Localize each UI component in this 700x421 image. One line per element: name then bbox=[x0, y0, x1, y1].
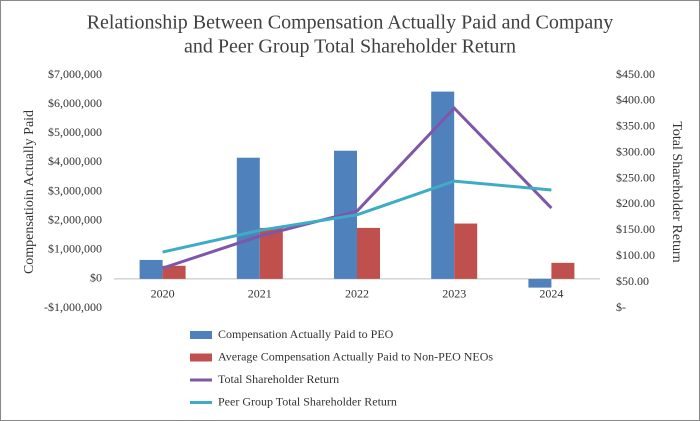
y2-tick-label: $250.00 bbox=[616, 170, 655, 184]
x-tick-label: 2024 bbox=[539, 287, 563, 301]
y2-tick-label: $- bbox=[616, 300, 626, 314]
y-tick-label: $4,000,000 bbox=[48, 154, 102, 168]
bar bbox=[551, 262, 575, 279]
x-tick-label: 2021 bbox=[248, 287, 272, 301]
y-tick-label: $1,000,000 bbox=[48, 242, 102, 256]
y2-tick-label: $450.00 bbox=[616, 67, 655, 81]
y2-tick-label: $50.00 bbox=[616, 274, 649, 288]
x-tick-label: 2022 bbox=[345, 287, 369, 301]
line-series bbox=[162, 105, 553, 270]
y-tick-label: -$1,000,000 bbox=[44, 300, 102, 314]
y2-tick-label: $200.00 bbox=[616, 196, 655, 210]
line-series bbox=[162, 179, 552, 254]
x-tick-label: 2020 bbox=[151, 287, 175, 301]
x-tick-label: 2023 bbox=[442, 287, 466, 301]
y-tick-label: $3,000,000 bbox=[48, 183, 102, 197]
y-tick-label: $6,000,000 bbox=[48, 96, 102, 110]
legend-label: Compensation Actually Paid to PEO bbox=[218, 327, 394, 341]
bar bbox=[528, 278, 552, 288]
legend-swatch bbox=[190, 331, 212, 339]
y2-tick-label: $150.00 bbox=[616, 222, 655, 236]
legend-label: Peer Group Total Shareholder Return bbox=[218, 394, 397, 408]
y2-tick-label: $350.00 bbox=[616, 119, 655, 133]
y-tick-label: $7,000,000 bbox=[48, 67, 102, 81]
bar bbox=[139, 259, 163, 279]
bar bbox=[259, 227, 283, 279]
y-axis-title: Compensatioin Actually Paid bbox=[22, 110, 37, 274]
chart-title: Relationship Between Compensation Actual… bbox=[87, 12, 614, 34]
legend-swatch bbox=[190, 353, 212, 362]
bar bbox=[162, 265, 186, 279]
bar bbox=[357, 227, 380, 279]
y-tick-label: $5,000,000 bbox=[48, 125, 102, 139]
y-tick-label: $2,000,000 bbox=[48, 212, 102, 226]
y2-axis-title: Total Shareholder Return bbox=[669, 121, 684, 262]
y2-tick-label: $400.00 bbox=[616, 93, 655, 107]
bar bbox=[454, 223, 478, 279]
y2-tick-label: $300.00 bbox=[616, 144, 655, 158]
legend-label: Total Shareholder Return bbox=[218, 372, 339, 386]
legend-label: Average Compensation Actually Paid to No… bbox=[218, 349, 493, 363]
y-tick-label: $0 bbox=[90, 271, 102, 285]
chart-title: and Peer Group Total Shareholder Return bbox=[184, 36, 516, 58]
y2-tick-label: $100.00 bbox=[616, 248, 655, 262]
bar bbox=[236, 157, 260, 279]
